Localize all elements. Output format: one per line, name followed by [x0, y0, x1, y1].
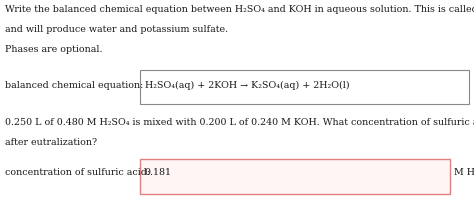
Text: M H₂SO₄: M H₂SO₄ [454, 168, 474, 177]
Text: and will produce water and potassium sulfate.: and will produce water and potassium sul… [5, 25, 228, 34]
Text: Write the balanced chemical equation between H₂SO₄ and KOH in aqueous solution. : Write the balanced chemical equation bet… [5, 5, 474, 14]
Text: H₂SO₄(aq) + 2KOH → K₂SO₄(aq) + 2H₂O(l): H₂SO₄(aq) + 2KOH → K₂SO₄(aq) + 2H₂O(l) [145, 81, 349, 90]
Text: Phases are optional.: Phases are optional. [5, 45, 102, 54]
Bar [140, 70, 469, 104]
Text: balanced chemical equation:: balanced chemical equation: [5, 81, 143, 90]
Text: 0.181: 0.181 [145, 168, 172, 177]
Bar [140, 159, 450, 194]
Text: 0.250 L of 0.480 M H₂SO₄ is mixed with 0.200 L of 0.240 M KOH. What concentratio: 0.250 L of 0.480 M H₂SO₄ is mixed with 0… [5, 118, 474, 127]
Text: concentration of sulfuric acid:: concentration of sulfuric acid: [5, 168, 150, 177]
Text: after eutralization?: after eutralization? [5, 138, 97, 147]
